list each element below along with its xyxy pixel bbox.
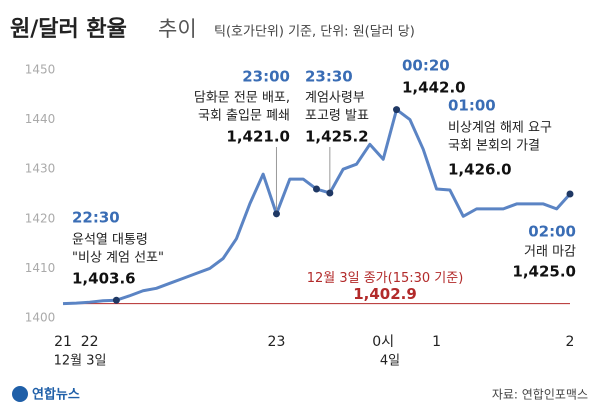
logo: 연합뉴스 <box>32 387 80 403</box>
annotation-value-label: 1,426.0 <box>448 161 512 179</box>
annotation-marker <box>112 296 120 304</box>
annotation-marker <box>326 189 334 197</box>
reference-value-label: 1,402.9 <box>353 285 417 303</box>
chart-title-suffix: 추이 <box>158 17 197 41</box>
annotation-text: 비상계엄 해제 요구 <box>448 121 552 136</box>
chart-subtitle: 틱(호가단위) 기준, 단위: 원(달러 당) <box>214 25 415 40</box>
x-tick-label: 21 <box>54 334 72 350</box>
annotation-text: 포고령 발표 <box>305 109 369 124</box>
annotation-marker <box>272 210 280 218</box>
annotation-value-label: 1,425.2 <box>305 128 369 146</box>
date-label: 4일 <box>380 354 400 369</box>
annotation-marker <box>313 185 320 193</box>
x-tick-label: 1 <box>432 334 441 350</box>
annotation-marker <box>393 106 401 114</box>
y-tick-label: 1430 <box>25 162 56 176</box>
x-tick-label: 23 <box>268 334 286 350</box>
annotation-value-label: 1,425.0 <box>512 263 576 281</box>
y-tick-label: 1450 <box>25 62 56 76</box>
chart-title: 원/달러 환율 <box>10 17 127 42</box>
y-tick-label: 1420 <box>25 211 56 225</box>
annotation-text: "비상 계엄 선포" <box>72 251 164 266</box>
annotation-text: 국회 출입문 폐쇄 <box>198 109 290 124</box>
annotation-time: 00:20 <box>402 57 450 75</box>
annotation-time: 01:00 <box>448 97 496 115</box>
annotation-text: 계엄사령부 <box>305 91 365 106</box>
logo-icon <box>12 386 28 402</box>
annotation-text: 담화문 전문 배포, <box>194 91 290 106</box>
y-tick-label: 1400 <box>25 311 56 325</box>
annotation-time: 22:30 <box>72 209 120 227</box>
annotation-value-label: 1,442.0 <box>402 79 466 97</box>
annotation-text: 거래 마감 <box>524 245 576 260</box>
source: 자료: 연합인포맥스 <box>492 388 588 402</box>
reference-label: 12월 3일 종가(15:30 기준) <box>307 271 464 286</box>
y-tick-label: 1410 <box>25 261 56 275</box>
annotation-time: 02:00 <box>528 223 576 241</box>
annotation-text: 윤석열 대통령 <box>72 233 148 248</box>
annotation-value-label: 1,421.0 <box>226 128 290 146</box>
date-label: 12월 3일 <box>54 354 107 369</box>
annotation-value-label: 1,403.6 <box>72 270 136 288</box>
annotation-text: 국회 본회의 가결 <box>448 139 540 154</box>
y-tick-label: 1440 <box>25 112 56 126</box>
x-tick-label: 0시 <box>372 334 394 350</box>
x-tick-label: 22 <box>81 334 99 350</box>
x-tick-label: 2 <box>566 334 575 350</box>
annotation-time: 23:00 <box>242 68 290 86</box>
annotation-marker <box>566 190 574 198</box>
annotation-time: 23:30 <box>305 68 353 86</box>
